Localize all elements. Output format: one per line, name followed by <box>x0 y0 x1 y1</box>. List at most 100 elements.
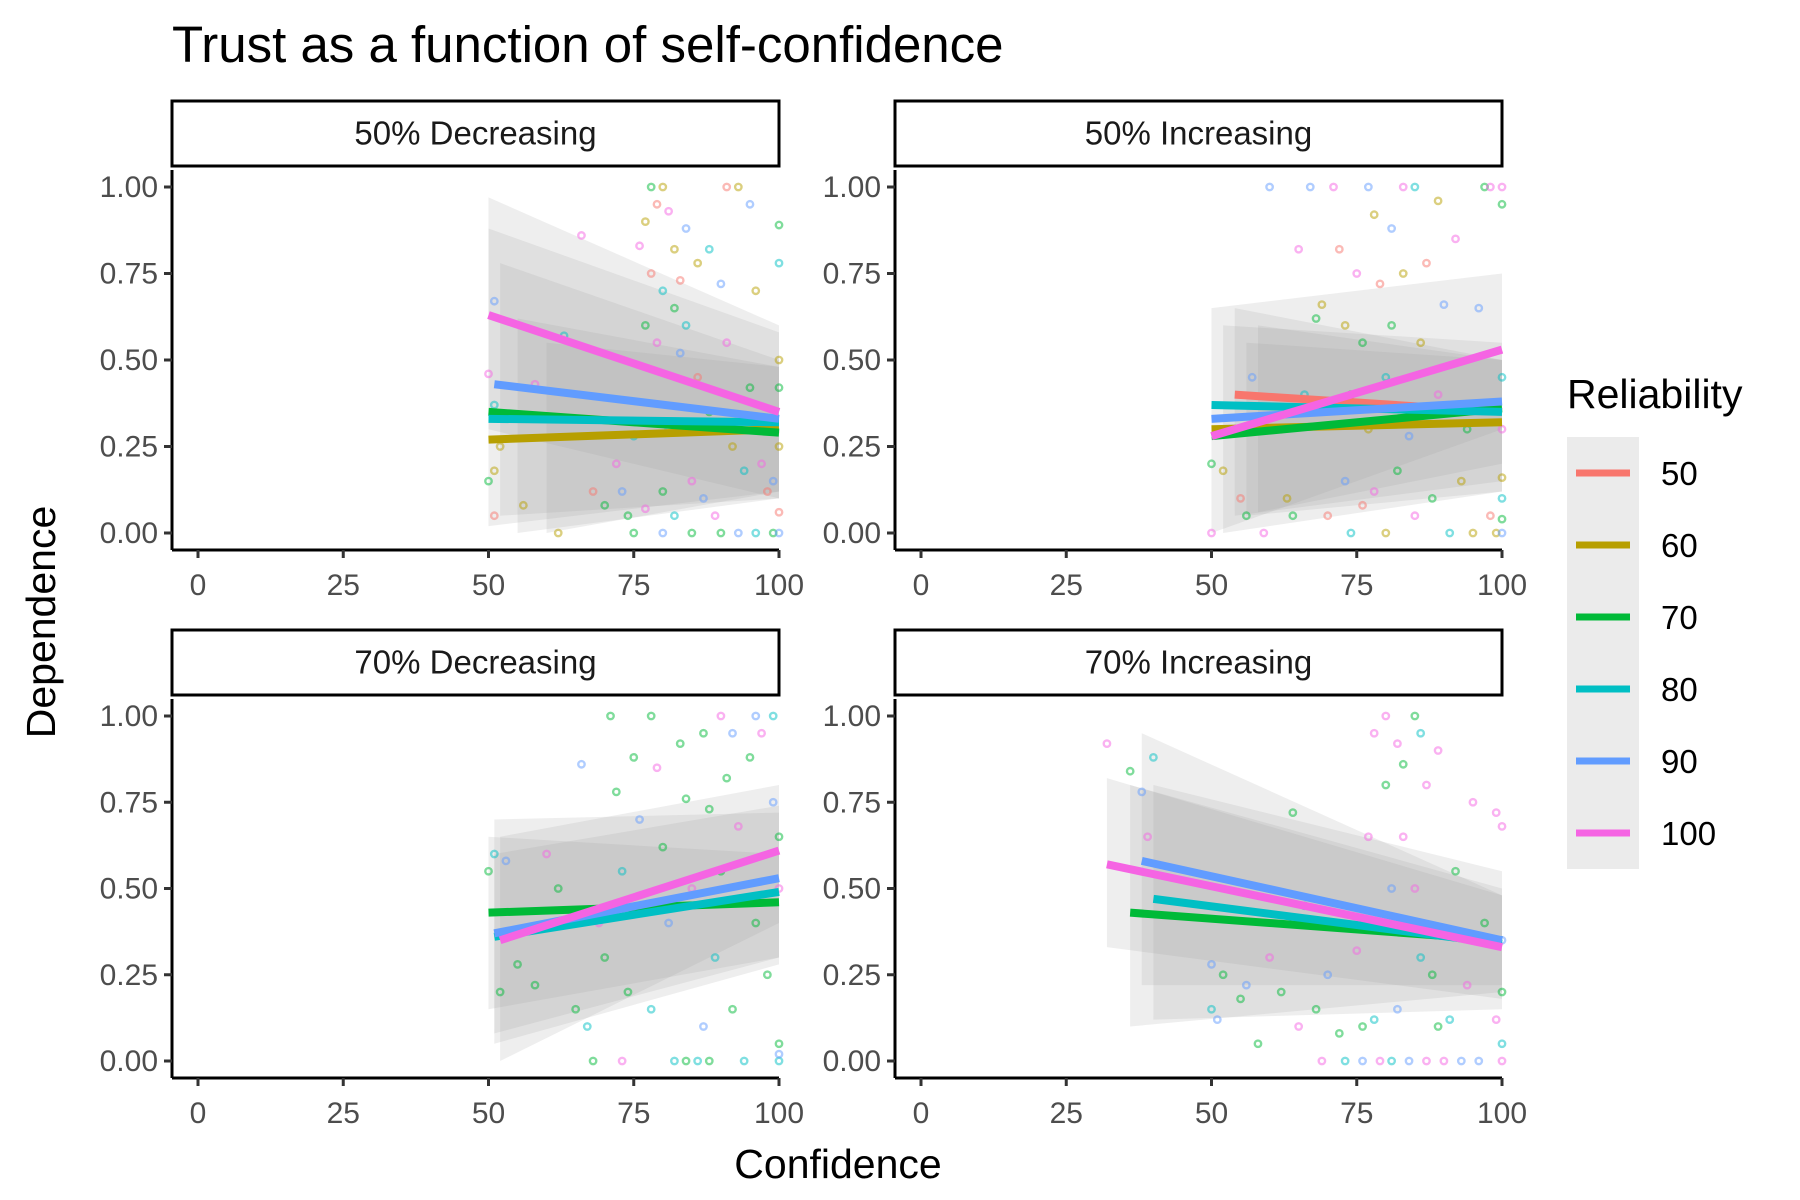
data-point <box>1340 1056 1350 1066</box>
data-point <box>1497 199 1507 209</box>
data-point <box>571 1004 581 1014</box>
data-point <box>1439 1056 1449 1066</box>
facet-strip <box>893 99 1504 168</box>
data-point <box>553 884 563 893</box>
data-point <box>1311 1004 1321 1014</box>
data-point <box>1207 960 1216 969</box>
data-point <box>640 504 650 514</box>
data-point <box>1352 269 1362 278</box>
data-point <box>1497 1039 1507 1049</box>
data-point <box>1433 196 1443 206</box>
data-point <box>710 511 720 521</box>
data-point <box>1433 390 1443 399</box>
data-point <box>1456 1056 1466 1066</box>
data-point <box>710 953 720 962</box>
data-point <box>640 320 650 330</box>
data-point <box>629 753 639 762</box>
data-point <box>617 487 627 496</box>
data-point <box>1265 182 1275 192</box>
data-point <box>600 953 610 962</box>
data-point <box>1497 473 1507 483</box>
data-point <box>745 753 755 762</box>
data-point <box>1358 1056 1367 1066</box>
data-point <box>623 987 633 997</box>
data-point <box>489 849 499 859</box>
data-point <box>1282 493 1292 503</box>
data-point <box>1253 1039 1263 1049</box>
data-point <box>1317 1056 1327 1066</box>
data-point <box>768 797 778 807</box>
confidence-band <box>488 228 779 527</box>
x-tick-label: 25 <box>327 1097 360 1130</box>
data-point <box>635 241 644 251</box>
legend-label: 90 <box>1661 743 1698 780</box>
data-point <box>716 279 726 289</box>
facet-strip-label: 70% Increasing <box>1085 644 1312 681</box>
data-point <box>1137 787 1147 797</box>
data-point <box>588 487 598 496</box>
y-tick-label: 1.00 <box>100 700 158 733</box>
data-point <box>1410 511 1420 521</box>
data-point <box>1363 832 1373 842</box>
y-tick-label: 1.00 <box>100 171 158 204</box>
data-point <box>582 1022 592 1031</box>
data-point <box>1491 808 1501 817</box>
data-point <box>629 528 639 538</box>
data-point <box>1294 1022 1304 1031</box>
data-point <box>693 372 703 382</box>
data-point <box>646 1004 656 1014</box>
y-tick-label: 0.00 <box>100 1045 158 1078</box>
data-point <box>1410 711 1420 721</box>
data-point <box>670 511 679 521</box>
data-point <box>774 507 784 517</box>
facet-strip <box>170 99 781 168</box>
x-tick-label: 0 <box>913 569 930 602</box>
data-point <box>1334 244 1344 254</box>
data-point <box>687 528 697 538</box>
data-point <box>518 500 528 510</box>
data-point <box>658 182 668 192</box>
x-tick-label: 100 <box>1477 1097 1527 1130</box>
x-tick-label: 100 <box>754 569 804 602</box>
data-point <box>577 231 586 240</box>
data-point <box>489 400 499 410</box>
data-point <box>739 466 749 476</box>
data-point <box>733 182 743 192</box>
data-point <box>664 206 674 216</box>
data-point <box>1375 279 1385 289</box>
data-point <box>722 773 732 783</box>
data-point <box>774 220 784 230</box>
data-point <box>728 1004 737 1014</box>
data-point <box>704 1056 714 1066</box>
data-point <box>1358 338 1367 348</box>
data-point <box>670 303 679 313</box>
data-point <box>1387 224 1397 233</box>
data-point <box>739 1056 749 1066</box>
data-point <box>1398 269 1408 278</box>
data-point <box>751 286 761 296</box>
data-point <box>693 1056 703 1066</box>
data-point <box>1265 953 1275 962</box>
legend-title: Reliability <box>1567 371 1743 417</box>
data-point <box>1218 466 1228 476</box>
data-point <box>1451 866 1460 876</box>
data-point <box>774 1056 784 1066</box>
data-point <box>1497 514 1507 524</box>
data-point <box>1497 1056 1507 1066</box>
data-point <box>1416 338 1426 348</box>
data-point <box>484 369 493 379</box>
data-point <box>513 960 522 969</box>
data-point <box>1369 728 1379 738</box>
data-point <box>1207 459 1216 469</box>
data-point <box>751 918 761 928</box>
x-tick-label: 75 <box>617 1097 650 1130</box>
data-point <box>1445 528 1455 538</box>
data-point <box>1393 739 1402 748</box>
data-point <box>658 528 668 538</box>
data-point <box>1485 511 1495 521</box>
x-tick-label: 50 <box>472 1097 505 1130</box>
data-point <box>1149 753 1158 762</box>
data-point <box>670 1056 679 1066</box>
x-tick-label: 50 <box>1195 569 1228 602</box>
data-point <box>1323 511 1333 521</box>
